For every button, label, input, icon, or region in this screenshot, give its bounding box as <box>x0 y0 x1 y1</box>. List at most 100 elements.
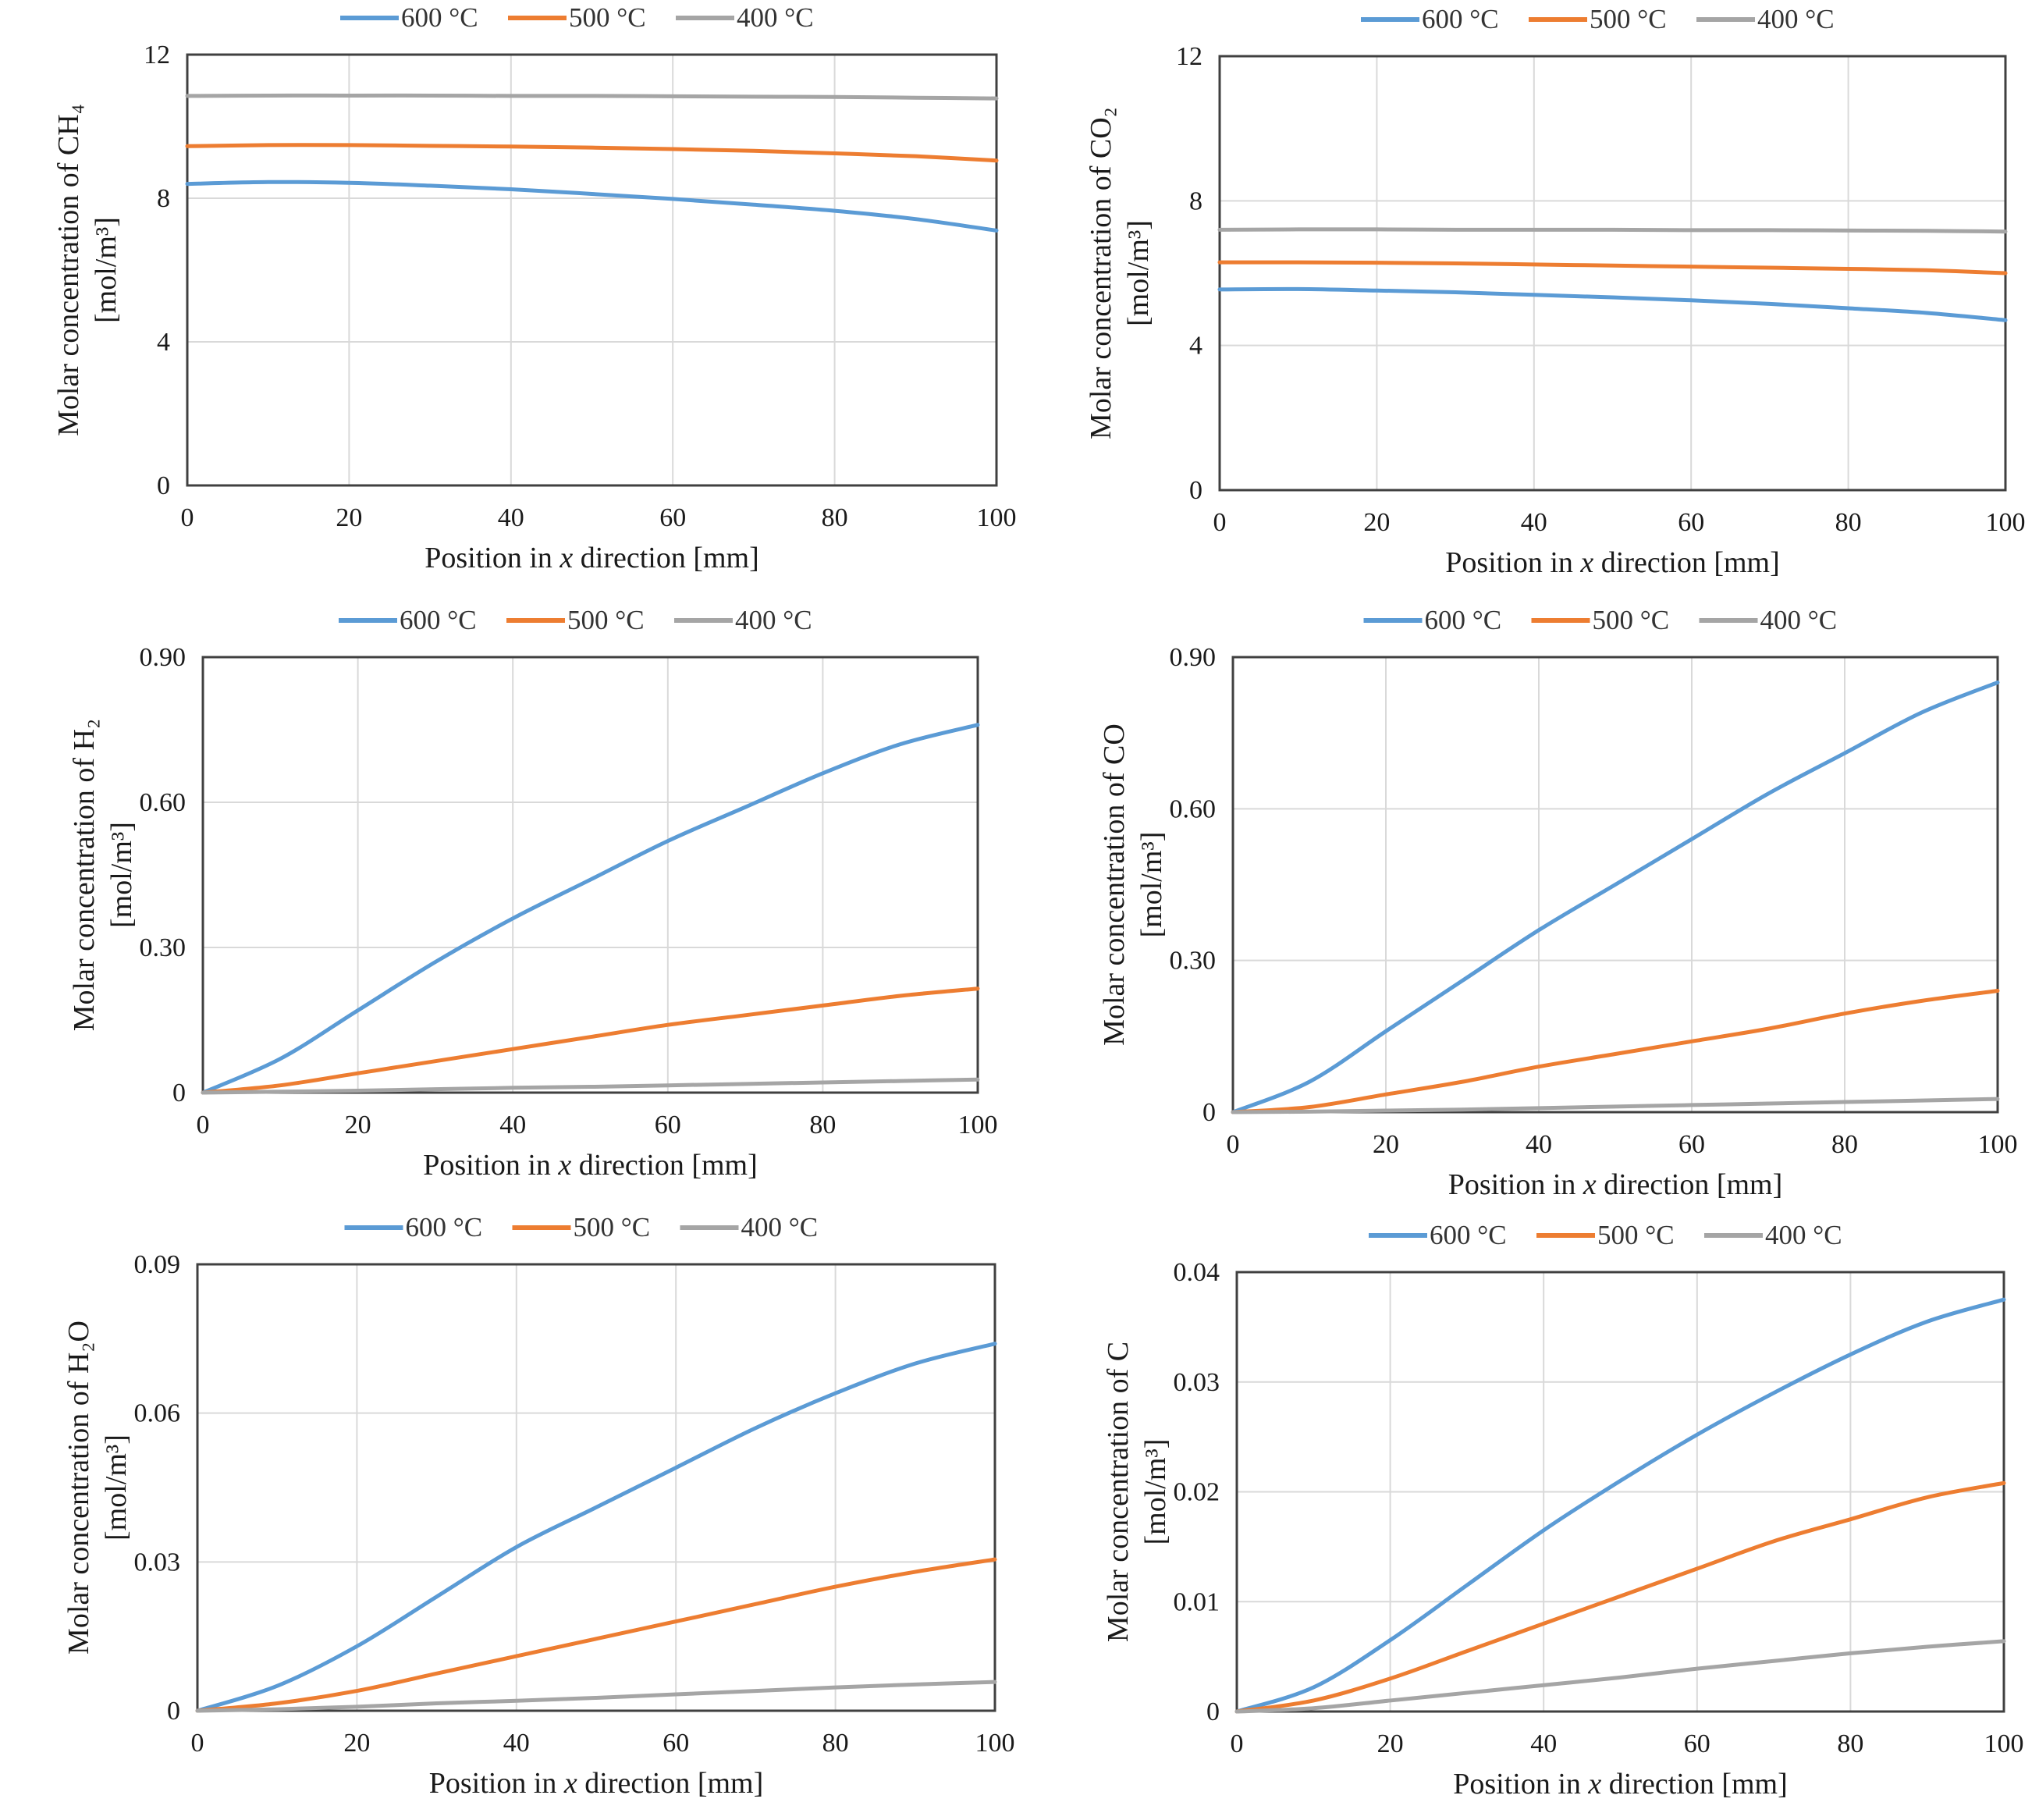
x-tick-label: 40 <box>1521 508 1547 537</box>
series-line-600 <box>195 1342 997 1713</box>
chart-1: 0 20 40 60 80 100 0 4 8 12 600 °C 500 °C 400 °C Posit… <box>52 2 1017 574</box>
series-line-600 <box>185 180 999 233</box>
legend-label: 500 °C <box>1597 1220 1675 1250</box>
series-line-600 <box>1217 286 2008 322</box>
legend: 600 °C 500 °C 400 °C <box>339 605 812 635</box>
y-tick-label: 0.03 <box>134 1548 181 1577</box>
series-line-400 <box>1234 1639 2006 1714</box>
x-tick-label: 20 <box>336 503 362 532</box>
legend-label: 600 °C <box>401 2 478 33</box>
legend: 600 °C 500 °C 400 °C <box>1369 1220 1842 1250</box>
y-tick-label: 4 <box>157 328 170 357</box>
chart-5: 0 20 40 60 80 100 0 0.03 0.06 0.09 600 °C 500 °C 400… <box>62 1212 1015 1800</box>
legend-label: 600 °C <box>1425 605 1502 635</box>
x-tick-label: 0 <box>1227 1130 1240 1159</box>
plot-frame <box>196 1263 996 1712</box>
plot-frame <box>1218 55 2007 492</box>
legend-label: 400 °C <box>1765 1220 1842 1250</box>
y-tick-label: 0.09 <box>134 1250 181 1279</box>
legend-label: 400 °C <box>1760 605 1838 635</box>
x-axis-title: Position in x direction [mm] <box>424 542 759 574</box>
x-tick-label: 20 <box>343 1729 370 1758</box>
legend-label: 500 °C <box>1593 605 1670 635</box>
x-tick-label: 60 <box>1678 1130 1705 1159</box>
legend-label: 400 °C <box>1757 4 1835 34</box>
y-tick-label: 0.60 <box>1170 794 1217 823</box>
chart-2: 0 20 40 60 80 100 0 4 8 12 600 °C 500 °C 400 °C Posit… <box>1085 4 2026 579</box>
series-line-500 <box>1217 260 2008 275</box>
x-tick-label: 80 <box>1835 508 1862 537</box>
legend-label: 500 °C <box>569 2 646 33</box>
x-axis-title: Position in x direction [mm] <box>1453 1768 1788 1800</box>
legend-label: 600 °C <box>1430 1220 1507 1250</box>
x-tick-label: 100 <box>1978 1130 2018 1159</box>
y-tick-label: 0.30 <box>1170 947 1217 976</box>
y-axis-unit: [mol/m³] <box>105 822 138 928</box>
x-tick-label: 20 <box>345 1111 371 1139</box>
x-tick-label: 20 <box>1373 1130 1399 1159</box>
chart-6: 0 20 40 60 80 100 0 0.01 0.02 0.03 0.04 600 °C 500 °… <box>1102 1220 2024 1800</box>
x-tick-label: 60 <box>655 1111 681 1139</box>
y-tick-label: 0.90 <box>140 643 186 672</box>
y-tick-label: 0 <box>167 1697 180 1726</box>
series-line-600 <box>201 723 980 1095</box>
x-axis-title: Position in x direction [mm] <box>429 1767 764 1800</box>
y-axis-unit: [mol/m³] <box>90 217 123 323</box>
x-tick-label: 0 <box>1213 508 1227 537</box>
series-line-500 <box>1231 989 2000 1114</box>
y-axis-title: Molar concentration of H₂ <box>68 719 101 1032</box>
y-axis-unit: [mol/m³] <box>1135 832 1168 938</box>
legend-label: 600 °C <box>406 1212 483 1242</box>
y-axis-unit: [mol/m³] <box>1139 1439 1172 1545</box>
y-tick-label: 0 <box>1189 476 1202 505</box>
y-axis-unit: [mol/m³] <box>1122 220 1155 326</box>
y-tick-label: 0.02 <box>1174 1478 1220 1507</box>
legend-label: 500 °C <box>567 605 645 635</box>
plot-frame <box>201 656 979 1094</box>
series-line-400 <box>195 1680 997 1713</box>
y-tick-label: 4 <box>1189 332 1202 361</box>
legend: 600 °C 500 °C 400 °C <box>344 1212 819 1242</box>
legend-label: 500 °C <box>1590 4 1667 34</box>
x-tick-label: 100 <box>977 503 1017 532</box>
y-axis-title: Molar concentration of CH₄ <box>52 104 85 436</box>
x-tick-label: 40 <box>1526 1130 1552 1159</box>
series-line-400 <box>1217 227 2008 234</box>
series-line-500 <box>185 143 999 163</box>
y-tick-label: 8 <box>1189 187 1202 215</box>
x-tick-label: 80 <box>1837 1729 1863 1758</box>
series-line-500 <box>201 986 980 1095</box>
x-tick-label: 0 <box>197 1111 210 1139</box>
legend-label: 600 °C <box>1422 4 1499 34</box>
x-tick-label: 80 <box>809 1111 836 1139</box>
y-axis-title: Molar concentration of H₂O <box>62 1321 95 1655</box>
series-line-400 <box>201 1077 980 1095</box>
y-tick-label: 0.60 <box>140 788 186 817</box>
legend-label: 400 °C <box>741 1212 819 1242</box>
x-tick-label: 20 <box>1377 1729 1404 1758</box>
x-tick-label: 40 <box>498 503 524 532</box>
x-tick-label: 40 <box>503 1729 530 1758</box>
legend: 600 °C 500 °C 400 °C <box>340 2 814 33</box>
x-tick-label: 100 <box>958 1111 998 1139</box>
x-tick-label: 40 <box>499 1111 526 1139</box>
x-tick-label: 0 <box>181 503 194 532</box>
y-axis-unit: [mol/m³] <box>100 1434 133 1541</box>
x-tick-label: 80 <box>822 1729 849 1758</box>
y-tick-label: 0 <box>1202 1098 1216 1127</box>
legend-label: 500 °C <box>574 1212 651 1242</box>
y-tick-label: 0.03 <box>1174 1368 1220 1397</box>
plot-frame <box>1235 1271 2005 1713</box>
y-tick-label: 0 <box>157 471 170 500</box>
x-tick-label: 40 <box>1530 1729 1557 1758</box>
legend-label: 600 °C <box>400 605 477 635</box>
y-axis-title: Molar concentration of C <box>1102 1342 1135 1642</box>
y-tick-label: 0.04 <box>1174 1258 1220 1287</box>
x-tick-label: 100 <box>1984 1729 2024 1758</box>
y-tick-label: 0 <box>1206 1697 1220 1726</box>
x-axis-title: Position in x direction [mm] <box>423 1149 758 1182</box>
y-tick-label: 12 <box>144 41 170 69</box>
plot-frame <box>1231 656 1999 1114</box>
y-tick-label: 0.06 <box>134 1399 181 1428</box>
